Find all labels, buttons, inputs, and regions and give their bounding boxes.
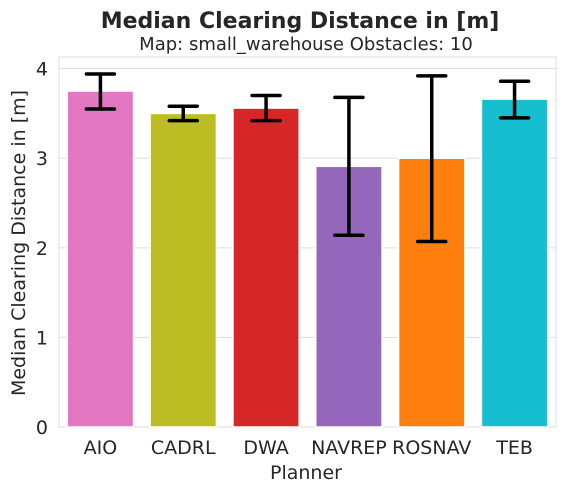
- bar-cadrl: [149, 112, 218, 428]
- y-tick-label: 1: [36, 327, 48, 349]
- y-tick-label: 4: [36, 59, 48, 81]
- x-tick-labels: AIO CADRL DWA NAVREP ROSNAV TEB: [84, 437, 533, 459]
- x-tick-label: CADRL: [151, 437, 216, 459]
- y-tick-label: 3: [36, 148, 48, 170]
- chart-subtitle: Map: small_warehouse Obstacles: 10: [139, 34, 473, 55]
- bar-aio: [66, 90, 135, 428]
- x-tick-label: DWA: [243, 437, 288, 459]
- x-tick-label: ROSNAV: [392, 437, 471, 459]
- y-tick-labels: 0 1 2 3 4: [36, 59, 48, 439]
- y-tick-label: 2: [36, 238, 48, 260]
- y-tick-label: 0: [36, 417, 48, 439]
- chart-title: Median Clearing Distance in [m]: [101, 9, 500, 34]
- bar-dwa: [232, 107, 300, 428]
- x-tick-label: NAVREP: [311, 437, 387, 459]
- bars-group: [66, 90, 549, 428]
- x-axis-label: Planner: [270, 462, 342, 484]
- x-tick-label: AIO: [84, 437, 118, 459]
- error-bars-group: [84, 72, 531, 244]
- y-axis-label: Median Clearing Distance in [m]: [8, 90, 30, 396]
- bar-teb: [480, 98, 549, 428]
- x-tick-label: TEB: [495, 437, 533, 459]
- plot-area: [58, 56, 557, 428]
